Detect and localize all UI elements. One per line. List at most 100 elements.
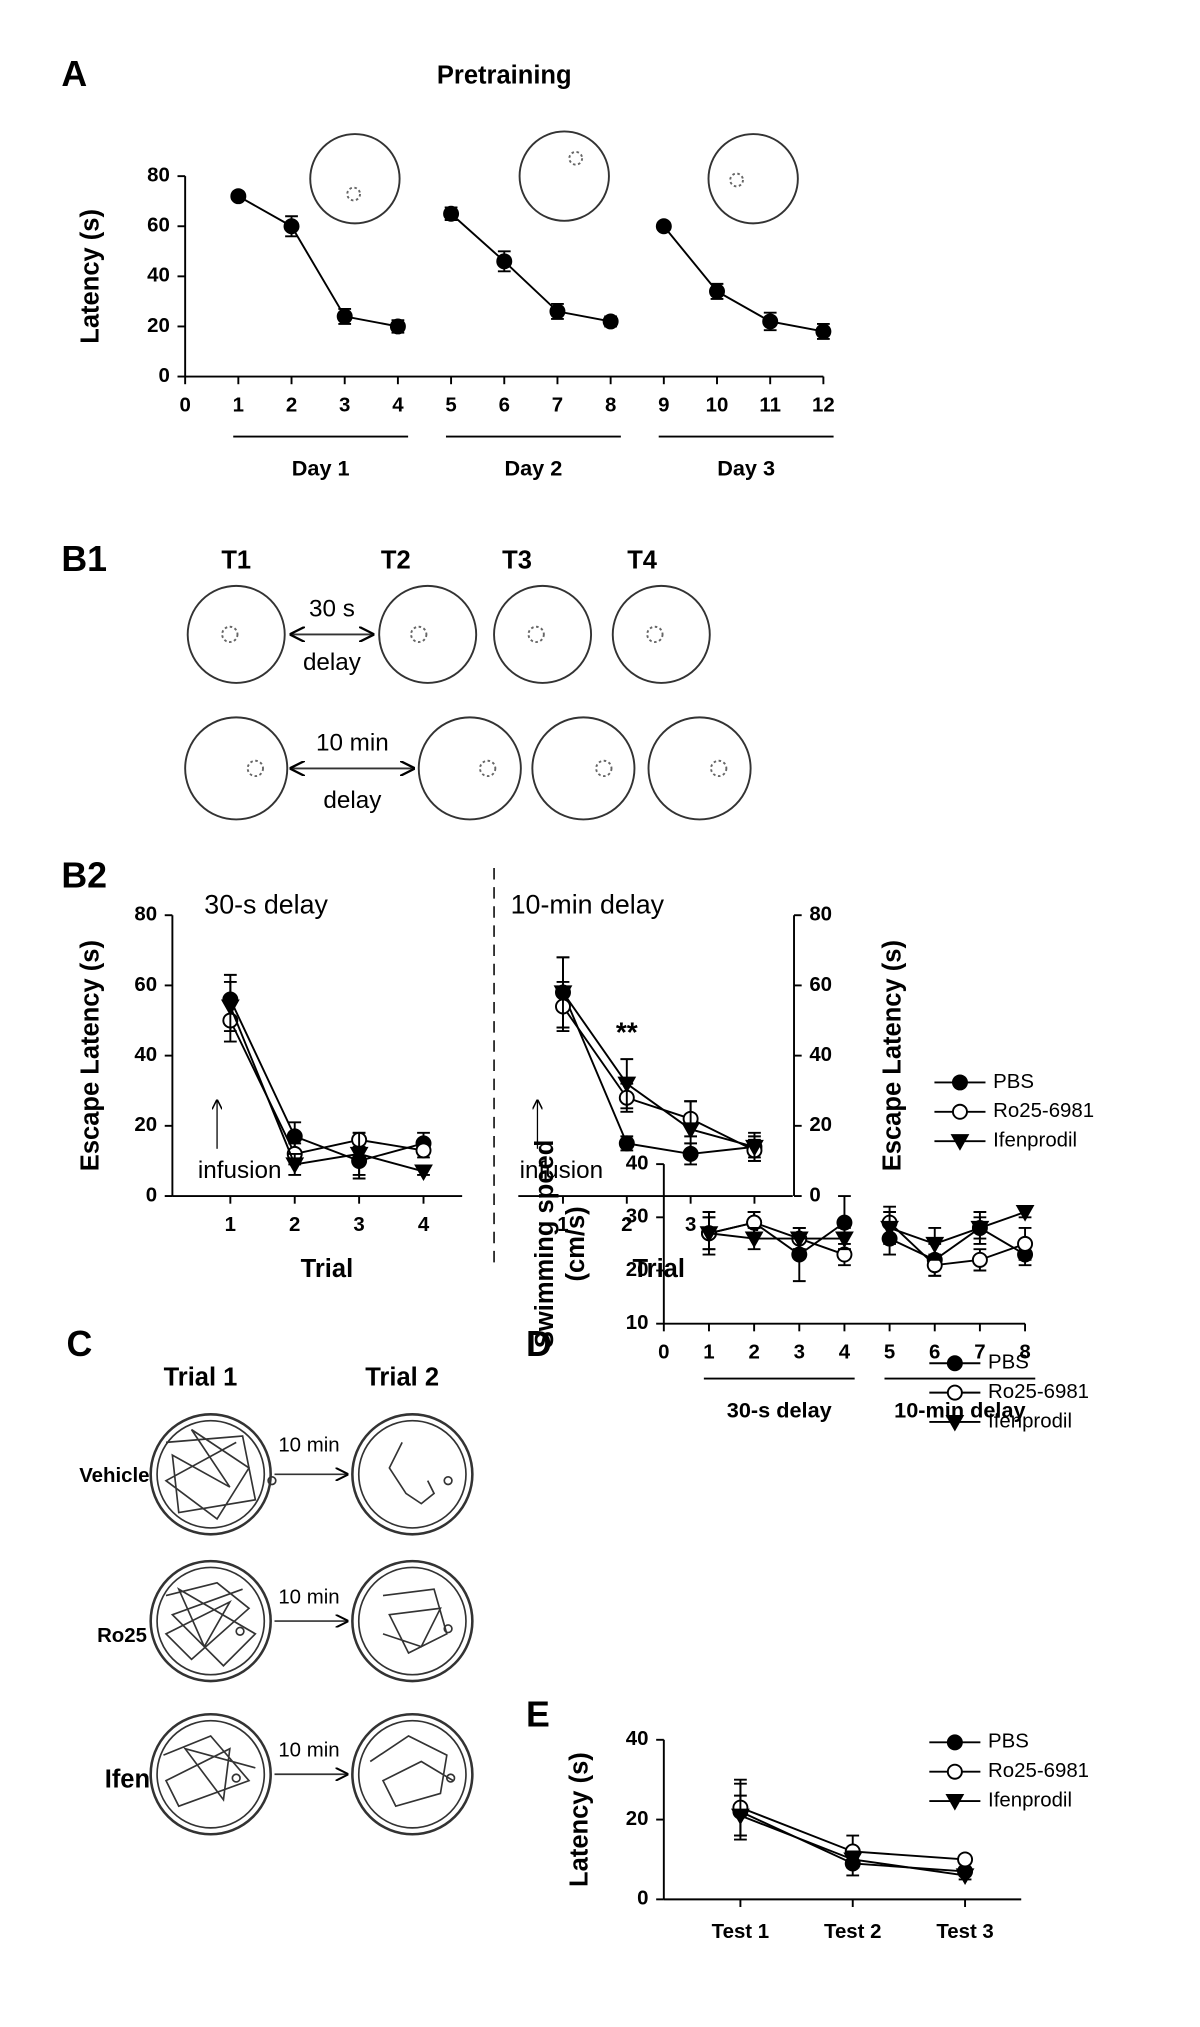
x-tick-label: 3 <box>353 1214 364 1236</box>
legend-label: Ifenprodil <box>993 1130 1077 1152</box>
y-tick-label: 20 <box>626 1259 649 1281</box>
x-tick-label: Test 3 <box>936 1921 993 1943</box>
marker <box>443 205 460 222</box>
row-label: Ro25 <box>97 1625 147 1647</box>
marker <box>709 283 725 300</box>
series-line <box>229 1020 424 1156</box>
x-axis-label: Trial <box>301 1255 353 1283</box>
marker <box>602 313 619 330</box>
marker <box>617 1076 637 1094</box>
panel-label: E <box>526 1694 550 1734</box>
y-tick-label: 60 <box>809 974 832 996</box>
annotation: infusion <box>520 1157 604 1184</box>
marker <box>336 308 353 325</box>
marker <box>549 303 566 320</box>
x-tick-label: 9 <box>658 394 669 416</box>
x-tick-label: 11 <box>759 394 781 416</box>
marker <box>286 1128 303 1145</box>
group-label: Day 3 <box>717 455 775 480</box>
x-tick-label: 8 <box>605 394 616 416</box>
delay-label: 30 s <box>309 596 355 623</box>
marker <box>945 1794 965 1811</box>
row-label: Vehicle <box>79 1465 149 1487</box>
x-tick-label: 10 <box>706 394 729 416</box>
x-tick-label: 0 <box>179 394 190 416</box>
legend-label: Ifenprodil <box>988 1789 1072 1811</box>
marker <box>655 218 672 235</box>
y-tick-label: 40 <box>626 1728 649 1750</box>
y-axis-label: Latency (s) <box>566 1752 594 1887</box>
diagram-c <box>149 1413 474 1836</box>
trial-label: T1 <box>221 546 251 574</box>
marker <box>1017 1235 1034 1252</box>
x-tick-label: 3 <box>339 394 350 416</box>
subtitle: 30-s delay <box>204 889 328 919</box>
marker <box>283 218 300 235</box>
series-line <box>708 1232 845 1240</box>
marker <box>946 1384 963 1401</box>
marker <box>285 1157 305 1175</box>
y-tick-label: 10 <box>626 1312 649 1334</box>
y-axis-label: Escape Latency (s) <box>77 940 105 1171</box>
y-tick-label: 60 <box>134 974 157 996</box>
y-tick-label: 0 <box>637 1888 648 1910</box>
panel-label: D <box>526 1324 552 1364</box>
x-tick-label: 3 <box>794 1341 805 1363</box>
y-tick-label: 80 <box>809 904 832 926</box>
group-label: 30-s delay <box>727 1397 832 1422</box>
marker <box>880 1220 899 1238</box>
series-line <box>562 991 755 1148</box>
x-tick-label: 3 <box>685 1214 696 1236</box>
interval-label: 10 min <box>278 1740 339 1762</box>
x-tick-label: 2 <box>289 1214 300 1236</box>
panel-label: B1 <box>61 539 107 579</box>
marker <box>835 1231 854 1249</box>
x-tick-label: 12 <box>812 394 835 416</box>
y-tick-label: 0 <box>809 1184 820 1206</box>
panel-label: C <box>66 1324 92 1364</box>
x-tick-label: 1 <box>703 1341 714 1363</box>
y-tick-label: 40 <box>626 1153 649 1175</box>
y-tick-label: 0 <box>146 1184 157 1206</box>
y-tick-label: 20 <box>134 1114 157 1136</box>
x-tick-label: 0 <box>658 1341 669 1363</box>
column-label: Trial 1 <box>164 1363 238 1391</box>
subtitle: 10-min delay <box>511 889 665 919</box>
x-tick-label: Test 2 <box>824 1921 881 1943</box>
trial-label: T3 <box>502 546 532 574</box>
marker <box>553 985 573 1003</box>
series-line <box>237 195 399 328</box>
marker <box>946 1734 963 1751</box>
trial-label: T2 <box>381 546 411 574</box>
legend-label: Ifenprodil <box>988 1410 1072 1432</box>
marker <box>945 1414 965 1432</box>
series-line <box>663 225 824 333</box>
x-tick-label: 1 <box>557 1214 568 1236</box>
delay-label: delay <box>303 649 362 676</box>
marker <box>951 1103 968 1120</box>
y-tick-label: 40 <box>134 1044 157 1066</box>
legend-label: Ro25-6981 <box>988 1381 1089 1403</box>
series-line <box>450 213 611 323</box>
annotation: infusion <box>198 1157 282 1184</box>
x-tick-label: 2 <box>621 1214 632 1236</box>
trial-label: T4 <box>627 546 658 574</box>
x-tick-label: 1 <box>225 1214 236 1236</box>
x-tick-label: 5 <box>445 394 456 416</box>
marker <box>414 1164 433 1182</box>
series-line <box>229 999 424 1162</box>
y-axis-label: (cm/s) <box>562 1206 590 1281</box>
delay-label: delay <box>323 787 382 814</box>
legend-label: Ro25-6981 <box>993 1100 1094 1122</box>
series-line <box>889 1226 1026 1261</box>
marker <box>496 253 513 270</box>
x-tick-label: 7 <box>552 394 563 416</box>
y-tick-label: 0 <box>158 365 169 387</box>
x-tick-label: 5 <box>884 1341 895 1363</box>
x-tick-label: 6 <box>499 394 510 416</box>
x-tick-label: Test 1 <box>712 1921 769 1943</box>
row-label: Ifen <box>105 1765 150 1793</box>
marker <box>220 999 240 1017</box>
